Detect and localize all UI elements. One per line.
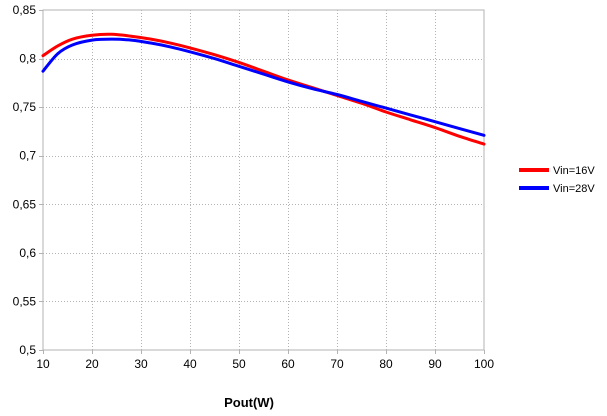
x-tick-label: 90 [428,357,442,371]
y-tick-label: 0,75 [13,100,37,114]
y-tick-label: 0,7 [19,149,36,163]
x-tick-label: 100 [474,357,494,371]
series-line-vin-28v [41,37,486,137]
y-tick-label: 0,8 [19,52,36,66]
x-tick-label: 80 [379,357,393,371]
x-tick-label: 10 [36,357,50,371]
series-line-vin-16v [41,32,486,146]
y-tick-label: 0,65 [13,197,37,211]
y-tick-label: 0,55 [13,294,37,308]
series-lines [41,32,486,146]
x-axis-title: Pout(W) [224,395,274,410]
y-tick-label: 0,85 [13,3,37,17]
legend: Vin=16V Vin=28V [519,165,595,195]
legend-label-vin-16v: Vin=16V [553,165,595,177]
tick-marks [39,10,485,354]
x-axis-tick-labels: 10 20 30 40 50 60 70 80 90 100 [36,357,494,371]
legend-label-vin-28v: Vin=28V [553,183,595,195]
y-tick-label: 0,6 [19,246,36,260]
plot-area [42,9,485,351]
x-tick-label: 60 [281,357,295,371]
x-tick-label: 20 [85,357,99,371]
x-tick-label: 70 [330,357,344,371]
x-tick-label: 40 [183,357,197,371]
x-tick-label: 30 [134,357,148,371]
x-tick-label: 50 [232,357,246,371]
y-axis-tick-labels: 0,5 0,55 0,6 0,65 0,7 0,75 0,8 0,85 [13,3,37,357]
y-tick-label: 0,5 [19,343,36,357]
